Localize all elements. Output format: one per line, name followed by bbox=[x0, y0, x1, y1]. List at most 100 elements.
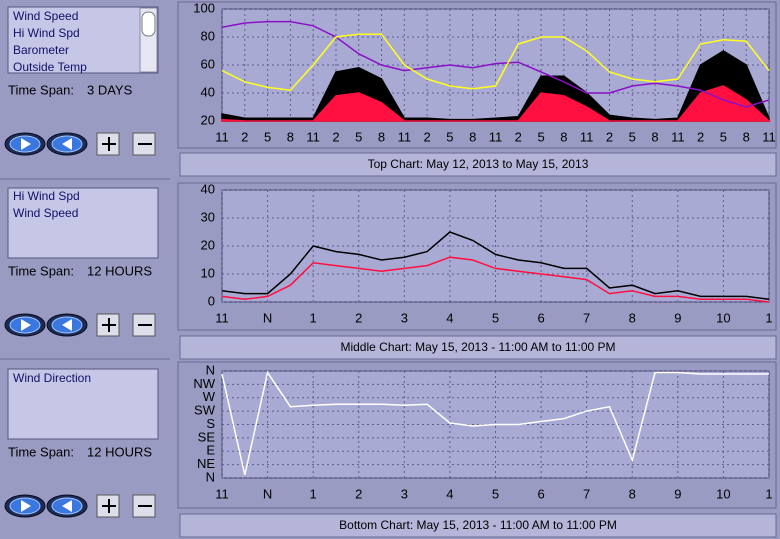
y-tick-label: 20 bbox=[201, 112, 215, 127]
zoom-icon bbox=[102, 137, 116, 151]
zoom-icon bbox=[102, 318, 116, 332]
x-tick-label: 8 bbox=[629, 486, 636, 501]
y-tick-label: 10 bbox=[201, 265, 215, 280]
y-tick-label: E bbox=[206, 443, 215, 458]
nav-arrow bbox=[21, 138, 31, 150]
series-line bbox=[221, 85, 771, 122]
x-tick-label: 11 bbox=[398, 129, 412, 144]
x-tick-label: 5 bbox=[264, 129, 271, 144]
x-tick-label: 2 bbox=[355, 310, 362, 325]
time-span-label: Time Span: bbox=[8, 263, 74, 278]
x-tick-label: 3 bbox=[401, 310, 408, 325]
x-tick-label: 1 bbox=[310, 310, 317, 325]
x-tick-label: 9 bbox=[674, 486, 681, 501]
x-tick-label: 10 bbox=[716, 486, 730, 501]
y-tick-label: 0 bbox=[208, 293, 215, 308]
y-tick-label: W bbox=[203, 389, 216, 404]
series-line bbox=[221, 231, 770, 300]
x-tick-label: 8 bbox=[560, 129, 567, 144]
x-tick-label: N bbox=[263, 486, 272, 501]
y-tick-label: N bbox=[206, 469, 215, 484]
series-line bbox=[221, 256, 770, 303]
nav-arrow bbox=[62, 138, 72, 150]
x-tick-label: 2 bbox=[424, 129, 431, 144]
x-tick-label: 2 bbox=[332, 129, 339, 144]
nav-arrow bbox=[62, 319, 72, 331]
time-span-value: 3 DAYS bbox=[87, 82, 133, 97]
x-tick-label: 4 bbox=[446, 486, 453, 501]
x-tick-label: 11 bbox=[671, 129, 685, 144]
series-list[interactable] bbox=[7, 6, 159, 74]
y-tick-label: SW bbox=[194, 403, 216, 418]
y-tick-label: NW bbox=[193, 376, 215, 391]
list-item[interactable]: Outside Temp bbox=[13, 60, 87, 74]
chart-caption: Top Chart: May 12, 2013 to May 15, 2013 bbox=[368, 157, 589, 171]
x-tick-label: 6 bbox=[537, 486, 544, 501]
x-tick-label: 11 bbox=[215, 310, 229, 325]
list-item[interactable]: Wind Speed bbox=[13, 206, 78, 220]
chart-caption: Bottom Chart: May 15, 2013 - 11:00 AM to… bbox=[339, 518, 617, 532]
series-line bbox=[221, 33, 770, 91]
x-tick-label: 5 bbox=[446, 129, 453, 144]
series-list[interactable] bbox=[7, 368, 159, 440]
x-tick-label: 2 bbox=[606, 129, 613, 144]
x-tick-label: 6 bbox=[537, 310, 544, 325]
x-tick-label: 7 bbox=[583, 486, 590, 501]
x-tick-label: 11 bbox=[215, 129, 229, 144]
series-line bbox=[221, 370, 769, 476]
time-span-label: Time Span: bbox=[8, 444, 74, 459]
nav-arrow bbox=[62, 500, 72, 512]
caption-bar bbox=[179, 513, 777, 538]
y-tick-label: N bbox=[206, 362, 215, 377]
x-tick-label: 8 bbox=[743, 129, 750, 144]
x-tick-label: 5 bbox=[492, 310, 499, 325]
x-tick-label: 2 bbox=[697, 129, 704, 144]
x-tick-label: 2 bbox=[355, 486, 362, 501]
x-tick-label: 11 bbox=[215, 486, 229, 501]
list-item[interactable]: Barometer bbox=[13, 43, 69, 57]
x-tick-label: 8 bbox=[287, 129, 294, 144]
time-span-value: 12 HOURS bbox=[87, 263, 152, 278]
x-tick-label: N bbox=[263, 310, 272, 325]
x-tick-label: 7 bbox=[583, 310, 590, 325]
x-tick-label: 8 bbox=[651, 129, 658, 144]
x-tick-label: 11 bbox=[306, 129, 320, 144]
x-tick-label: 4 bbox=[446, 310, 453, 325]
x-tick-label: 11 bbox=[489, 129, 503, 144]
y-tick-label: 40 bbox=[201, 84, 215, 99]
x-tick-label: 5 bbox=[492, 486, 499, 501]
list-item[interactable]: Hi Wind Spd bbox=[13, 189, 80, 203]
y-tick-label: SE bbox=[198, 429, 216, 444]
x-tick-label: 11 bbox=[762, 129, 776, 144]
y-tick-label: 60 bbox=[201, 56, 215, 71]
x-tick-label: 2 bbox=[241, 129, 248, 144]
x-tick-label: 11 bbox=[580, 129, 594, 144]
list-item[interactable]: Hi Wind Spd bbox=[13, 26, 80, 40]
x-tick-label: 5 bbox=[537, 129, 544, 144]
scroll-thumb[interactable] bbox=[141, 11, 156, 37]
y-tick-label: 40 bbox=[201, 181, 215, 196]
y-tick-label: S bbox=[206, 416, 215, 431]
x-tick-label: 1 bbox=[310, 486, 317, 501]
y-tick-label: NE bbox=[197, 456, 215, 471]
y-tick-label: 100 bbox=[193, 0, 215, 15]
y-tick-label: 30 bbox=[201, 209, 215, 224]
caption-bar bbox=[179, 335, 777, 360]
caption-bar bbox=[179, 152, 777, 177]
y-tick-label: 80 bbox=[201, 28, 215, 43]
time-span-value: 12 HOURS bbox=[87, 444, 152, 459]
series-line bbox=[221, 20, 770, 108]
x-tick-label: 8 bbox=[378, 129, 385, 144]
x-tick-label: 1 bbox=[765, 486, 772, 501]
x-tick-label: 3 bbox=[401, 486, 408, 501]
nav-arrow bbox=[21, 500, 31, 512]
x-tick-label: 9 bbox=[674, 310, 681, 325]
x-tick-label: 1 bbox=[765, 310, 772, 325]
list-item[interactable]: Wind Direction bbox=[13, 371, 91, 385]
x-tick-label: 5 bbox=[720, 129, 727, 144]
x-tick-label: 8 bbox=[629, 310, 636, 325]
series-list[interactable] bbox=[7, 187, 159, 259]
list-item[interactable]: Wind Speed bbox=[13, 9, 78, 23]
x-tick-label: 8 bbox=[469, 129, 476, 144]
x-tick-label: 2 bbox=[515, 129, 522, 144]
